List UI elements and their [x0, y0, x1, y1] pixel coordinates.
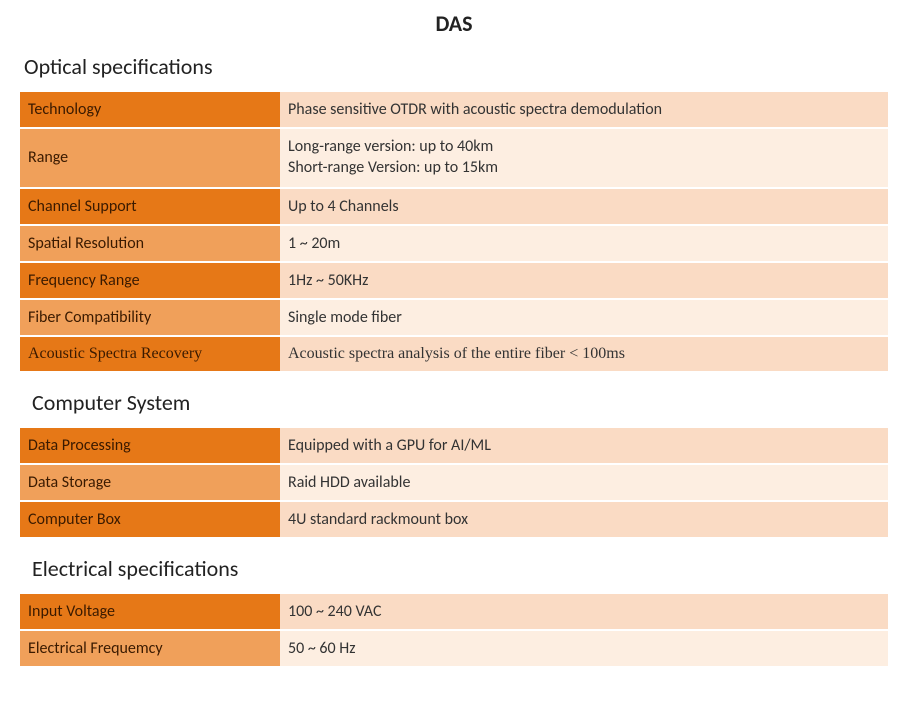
- spec-value: 1 ~ 20m: [280, 226, 888, 261]
- spec-value: Acoustic spectra analysis of the entire …: [280, 337, 888, 371]
- table-row: Computer Box4U standard rackmount box: [20, 502, 888, 537]
- spec-table: TechnologyPhase sensitive OTDR with acou…: [20, 90, 888, 373]
- spec-label: Frequency Range: [20, 263, 280, 298]
- spec-label: Electrical Frequemcy: [20, 631, 280, 666]
- table-row: Acoustic Spectra RecoveryAcoustic spectr…: [20, 337, 888, 371]
- table-row: Data ProcessingEquipped with a GPU for A…: [20, 428, 888, 463]
- spec-value: 100 ~ 240 VAC: [280, 594, 888, 629]
- spec-value-line: Long-range version: up to 40km: [288, 137, 880, 158]
- page-title: DAS: [20, 10, 888, 37]
- spec-label: Technology: [20, 92, 280, 127]
- spec-label: Data Storage: [20, 465, 280, 500]
- spec-value: Up to 4 Channels: [280, 189, 888, 224]
- spec-value: Equipped with a GPU for AI/ML: [280, 428, 888, 463]
- spec-value: 1Hz ~ 50KHz: [280, 263, 888, 298]
- spec-label: Input Voltage: [20, 594, 280, 629]
- table-row: Electrical Frequemcy50 ~ 60 Hz: [20, 631, 888, 666]
- table-row: Data StorageRaid HDD available: [20, 465, 888, 500]
- table-row: Frequency Range1Hz ~ 50KHz: [20, 263, 888, 298]
- section-title: Computer System: [20, 389, 888, 416]
- spec-value: 50 ~ 60 Hz: [280, 631, 888, 666]
- spec-value: 4U standard rackmount box: [280, 502, 888, 537]
- spec-table: Input Voltage100 ~ 240 VACElectrical Fre…: [20, 592, 888, 668]
- table-row: RangeLong-range version: up to 40kmShort…: [20, 129, 888, 187]
- spec-label: Range: [20, 129, 280, 187]
- spec-value: Single mode fiber: [280, 300, 888, 335]
- spec-value-line: Short-range Version: up to 15km: [288, 158, 880, 179]
- spec-table: Data ProcessingEquipped with a GPU for A…: [20, 426, 888, 539]
- spec-value: Long-range version: up to 40kmShort-rang…: [280, 129, 888, 187]
- spec-label: Acoustic Spectra Recovery: [20, 337, 280, 371]
- spec-label: Channel Support: [20, 189, 280, 224]
- spec-value: Raid HDD available: [280, 465, 888, 500]
- table-row: Channel SupportUp to 4 Channels: [20, 189, 888, 224]
- table-row: TechnologyPhase sensitive OTDR with acou…: [20, 92, 888, 127]
- spec-label: Data Processing: [20, 428, 280, 463]
- section-title: Optical specifications: [20, 53, 888, 80]
- spec-label: Spatial Resolution: [20, 226, 280, 261]
- spec-label: Computer Box: [20, 502, 280, 537]
- table-row: Spatial Resolution1 ~ 20m: [20, 226, 888, 261]
- table-row: Input Voltage100 ~ 240 VAC: [20, 594, 888, 629]
- sections-container: Optical specifications TechnologyPhase se…: [20, 53, 888, 668]
- table-row: Fiber CompatibilitySingle mode fiber: [20, 300, 888, 335]
- section-title: Electrical specifications: [20, 555, 888, 582]
- spec-value: Phase sensitive OTDR with acoustic spect…: [280, 92, 888, 127]
- spec-label: Fiber Compatibility: [20, 300, 280, 335]
